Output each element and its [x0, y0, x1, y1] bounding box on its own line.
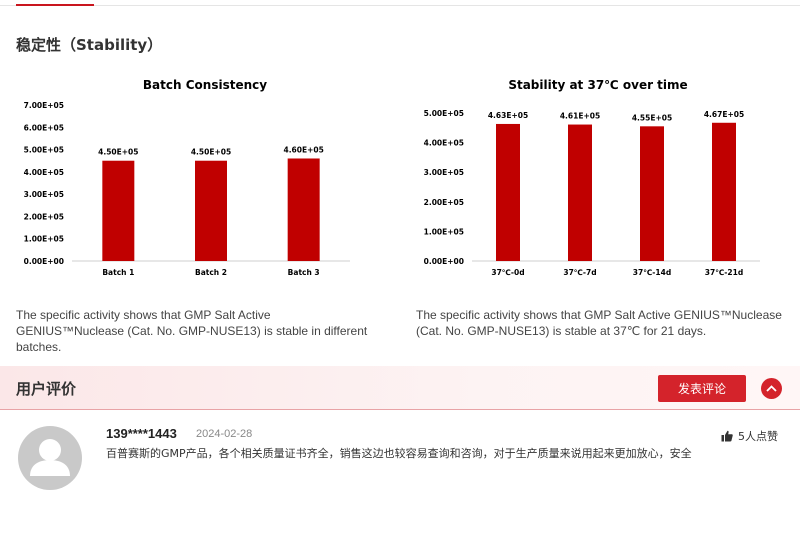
- data-label: 4.61E+05: [560, 112, 600, 121]
- bar: [102, 160, 135, 261]
- section-title: 稳定性（Stability）: [16, 36, 163, 54]
- y-tick-label: 3.00E+05: [424, 168, 464, 177]
- y-tick-label: 6.00E+05: [24, 123, 64, 132]
- thumbs-up-icon: [721, 430, 733, 442]
- y-tick-label: 1.00E+05: [24, 235, 64, 244]
- stability-37c-chart: Stability at 37℃ over time 0.00E+00 1.00E+…: [420, 70, 790, 290]
- chart-title: Stability at 37℃ over time: [508, 78, 687, 92]
- review-text: 百普赛斯的GMP产品，各个相关质量证书齐全，销售这边也较容易查询和咨询，对于生产…: [106, 447, 692, 460]
- y-tick-label: 2.00E+05: [424, 198, 464, 207]
- x-tick-label: Batch 3: [288, 268, 320, 277]
- y-tick-label: 5.00E+05: [424, 109, 464, 118]
- post-review-button[interactable]: 发表评论: [658, 375, 746, 402]
- avatar: [18, 426, 82, 490]
- y-tick-label: 3.00E+05: [24, 190, 64, 199]
- bar: [568, 124, 592, 261]
- data-label: 4.63E+05: [488, 111, 528, 120]
- data-label: 4.60E+05: [283, 145, 323, 154]
- review-date: 2024-02-28: [196, 428, 253, 440]
- x-tick-label: Batch 2: [195, 268, 227, 277]
- data-label: 4.67E+05: [704, 110, 744, 119]
- y-tick-label: 0.00E+00: [424, 257, 464, 266]
- bar: [640, 126, 664, 261]
- y-tick-label: 5.00E+05: [24, 146, 64, 155]
- review-section-title: 用户评价: [16, 380, 77, 398]
- bar: [195, 160, 227, 261]
- data-label: 4.55E+05: [632, 113, 672, 122]
- data-label: 4.50E+05: [98, 148, 138, 157]
- y-tick-label: 1.00E+05: [424, 227, 464, 236]
- batch-consistency-svg: Batch Consistency 0.00E+00 1.00E+05 2.00E+0…: [24, 78, 350, 277]
- bar: [496, 123, 520, 261]
- y-tick-label: 4.00E+05: [24, 168, 64, 177]
- y-tick-label: 4.00E+05: [424, 139, 464, 148]
- stability-caption: The specific activity shows that GMP Sal…: [416, 308, 782, 338]
- x-tick-label: 37℃-0d: [491, 268, 524, 277]
- like-count: 5人点赞: [738, 430, 778, 443]
- chart-title: Batch Consistency: [143, 78, 267, 92]
- chevron-up-icon: [766, 385, 777, 392]
- batch-consistency-chart: Batch Consistency 0.00E+00 1.00E+05 2.00E+0…: [20, 70, 390, 290]
- x-tick-label: Batch 1: [102, 268, 134, 277]
- stability-37c-svg: Stability at 37℃ over time 0.00E+00 1.00E+…: [424, 78, 760, 277]
- active-tab-indicator: [16, 4, 94, 6]
- reviewer-name: 139****1443: [106, 426, 177, 441]
- user-silhouette-icon: [30, 439, 70, 476]
- y-tick-label: 7.00E+05: [24, 101, 64, 110]
- collapse-reviews-button[interactable]: [761, 378, 782, 399]
- tab-bar-divider: [0, 0, 800, 6]
- y-tick-label: 0.00E+00: [24, 257, 64, 266]
- batch-caption: The specific activity shows that GMP Sal…: [16, 308, 368, 354]
- data-label: 4.50E+05: [191, 148, 231, 157]
- like-button[interactable]: 5人点赞: [721, 428, 778, 444]
- y-tick-label: 2.00E+05: [24, 212, 64, 221]
- x-tick-label: 37℃-21d: [705, 268, 743, 277]
- x-tick-label: 37℃-7d: [563, 268, 596, 277]
- bar: [712, 122, 736, 261]
- bar: [287, 158, 320, 261]
- x-tick-label: 37℃-14d: [633, 268, 671, 277]
